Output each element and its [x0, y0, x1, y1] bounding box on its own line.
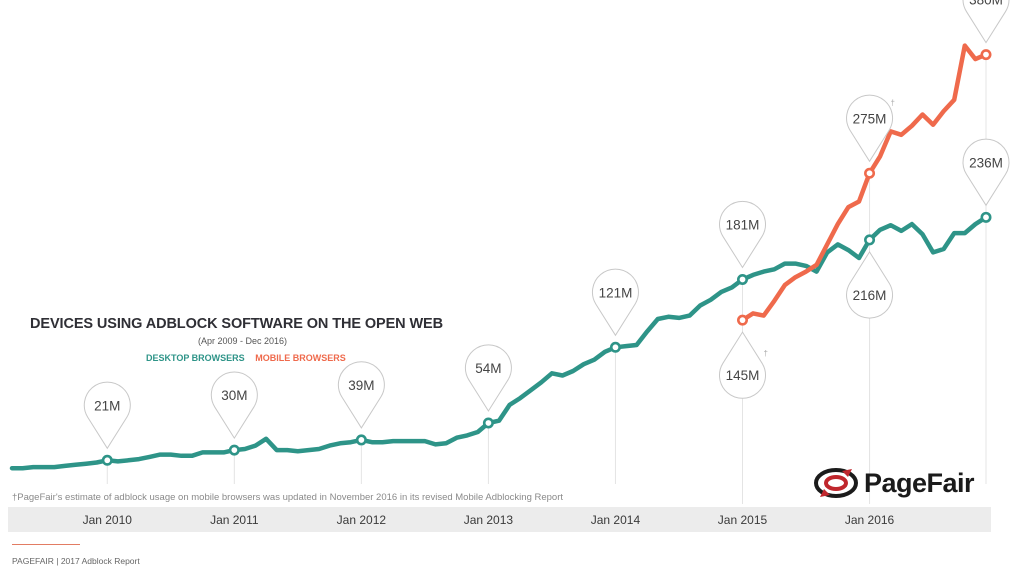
callout-label: 39M [348, 378, 374, 393]
data-point-marker [864, 234, 876, 246]
callout-pin [719, 200, 766, 269]
callout-pin [962, 0, 1010, 44]
data-point-marker [980, 211, 992, 223]
desktop-series-line [9, 215, 989, 471]
data-point-marker [864, 167, 876, 179]
chart-title: DEVICES USING ADBLOCK SOFTWARE ON THE OP… [30, 316, 443, 332]
value-callouts: 21M 30M 39M 54M 121M 181M 145M † 275M † 216M 236M 38… [83, 0, 1010, 466]
callout-label: 236M [969, 155, 1003, 170]
value-callout: 30M [210, 371, 258, 456]
brand-name: PageFair [864, 467, 975, 498]
callout-pin [846, 94, 894, 163]
callout-pin [210, 371, 258, 440]
x-tick-label: Jan 2012 [337, 513, 387, 527]
callout-label: 145M [726, 368, 760, 383]
pagefair-logo-icon [814, 468, 858, 498]
legend-desktop-browsers: DESKTOP BROWSERS [146, 353, 245, 363]
value-callout: 236M [962, 138, 1010, 223]
value-callout: 145M † [719, 314, 768, 399]
chart-subtitle: (Apr 2009 - Dec 2016) [198, 336, 288, 346]
footnote: †PageFair's estimate of adblock usage on… [12, 492, 563, 503]
data-point-marker [482, 417, 494, 429]
callout-pin [719, 331, 766, 399]
footer-text: PAGEFAIR | 2017 Adblock Report [12, 556, 140, 566]
value-callout: 380M [962, 0, 1010, 61]
data-point-marker [736, 314, 748, 326]
x-tick-label: Jan 2010 [83, 513, 133, 527]
value-callout: 216M [846, 234, 894, 319]
callout-pin [962, 138, 1010, 207]
callout-label: 54M [475, 361, 501, 376]
x-axis-ticks: Jan 2010 Jan 2011 Jan 2012 Jan 2013 Jan 2014… [83, 513, 895, 527]
callout-label: 216M [853, 288, 887, 303]
legend-mobile-browsers: MOBILE BROWSERS [255, 353, 346, 363]
callout-label: 30M [221, 388, 247, 403]
data-point-marker [355, 434, 367, 446]
callout-label: 121M [599, 285, 633, 300]
mobile-series-line [740, 43, 989, 323]
x-tick-label: Jan 2011 [210, 513, 259, 527]
data-point-marker [980, 49, 992, 61]
value-callout: 275M † [846, 94, 895, 179]
pagefair-logo: PageFair [812, 465, 975, 501]
data-point-marker [101, 454, 113, 466]
x-axis-band [8, 507, 991, 532]
data-point-marker [609, 341, 621, 353]
value-callout: 39M [337, 361, 385, 446]
data-point-marker [228, 444, 240, 456]
value-callout: 21M [83, 381, 131, 466]
value-callout: 54M [464, 344, 512, 429]
callout-pin [464, 344, 512, 412]
x-tick-label: Jan 2013 [464, 513, 514, 527]
series-lines [9, 43, 989, 471]
dagger-mark: † [891, 98, 895, 107]
callout-pin [846, 250, 894, 319]
value-callout: 181M [719, 200, 766, 285]
legend: DESKTOP BROWSERS MOBILE BROWSERS [146, 353, 443, 363]
callout-label: 380M [969, 0, 1003, 8]
callout-pin [337, 361, 385, 429]
x-tick-label: Jan 2016 [845, 513, 895, 527]
footer-divider [12, 544, 80, 545]
callout-label: 21M [94, 398, 120, 413]
x-tick-label: Jan 2015 [718, 513, 768, 527]
callout-pin [83, 381, 131, 450]
callout-pin [591, 268, 639, 337]
callout-label: 181M [726, 217, 760, 232]
chart-header: DEVICES USING ADBLOCK SOFTWARE ON THE OP… [30, 316, 443, 363]
data-point-marker [736, 273, 748, 285]
callout-label: 275M [853, 111, 887, 126]
x-tick-label: Jan 2014 [591, 513, 641, 527]
value-callout: 121M [591, 268, 639, 353]
dagger-mark: † [764, 349, 768, 358]
